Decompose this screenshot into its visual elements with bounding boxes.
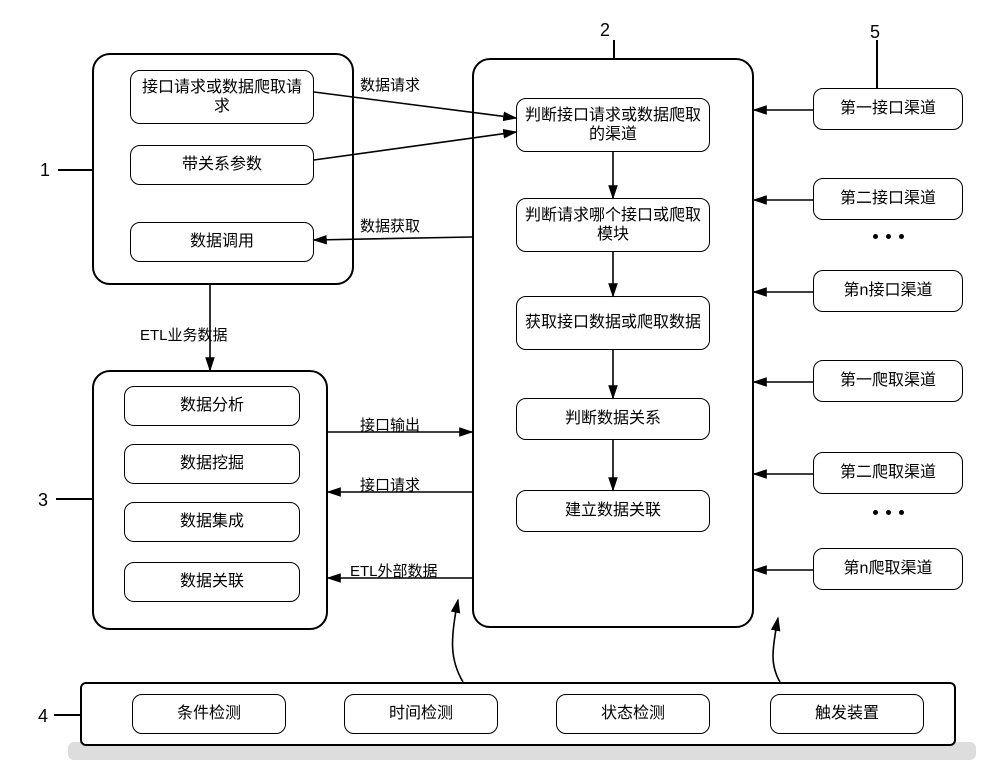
node-state-detect: 状态检测 bbox=[556, 694, 710, 734]
node-crawl-channel-1: 第一爬取渠道 bbox=[813, 360, 963, 402]
label-if-output: 接口输出 bbox=[360, 414, 420, 435]
ref-1: 1 bbox=[40, 160, 50, 181]
node-data-call: 数据调用 bbox=[130, 222, 314, 262]
label-etl-ext: ETL外部数据 bbox=[350, 560, 438, 581]
ref-4: 4 bbox=[38, 706, 48, 727]
label-data-get: 数据获取 bbox=[360, 215, 420, 236]
ellipsis-icon bbox=[868, 510, 908, 515]
node-data-analysis: 数据分析 bbox=[124, 386, 300, 426]
node-trigger: 触发装置 bbox=[770, 694, 924, 734]
node-if-channel-2: 第二接口渠道 bbox=[813, 178, 963, 220]
node-if-channel-1: 第一接口渠道 bbox=[813, 88, 963, 130]
node-interface-request: 接口请求或数据爬取请求 bbox=[130, 70, 314, 124]
node-cond-detect: 条件检测 bbox=[132, 694, 286, 734]
label-data-request: 数据请求 bbox=[360, 74, 420, 95]
node-crawl-channel-2: 第二爬取渠道 bbox=[813, 452, 963, 494]
node-data-mining: 数据挖掘 bbox=[124, 444, 300, 484]
ellipsis-icon bbox=[868, 234, 908, 239]
node-build-relation: 建立数据关联 bbox=[516, 490, 710, 532]
label-etl-biz: ETL业务数据 bbox=[140, 324, 228, 345]
ref-5: 5 bbox=[870, 22, 880, 43]
node-judge-channel: 判断接口请求或数据爬取的渠道 bbox=[516, 98, 710, 152]
label-if-request: 接口请求 bbox=[360, 474, 420, 495]
node-data-relation: 数据关联 bbox=[124, 562, 300, 602]
node-data-integration: 数据集成 bbox=[124, 502, 300, 542]
node-judge-module: 判断请求哪个接口或爬取模块 bbox=[516, 198, 710, 252]
node-if-channel-n: 第n接口渠道 bbox=[813, 270, 963, 312]
ref-3: 3 bbox=[38, 490, 48, 511]
node-judge-relation: 判断数据关系 bbox=[516, 398, 710, 440]
node-relation-params: 带关系参数 bbox=[130, 145, 314, 185]
node-crawl-channel-n: 第n爬取渠道 bbox=[813, 548, 963, 590]
node-fetch-data: 获取接口数据或爬取数据 bbox=[516, 296, 710, 350]
node-time-detect: 时间检测 bbox=[344, 694, 498, 734]
ref-2: 2 bbox=[600, 20, 610, 41]
